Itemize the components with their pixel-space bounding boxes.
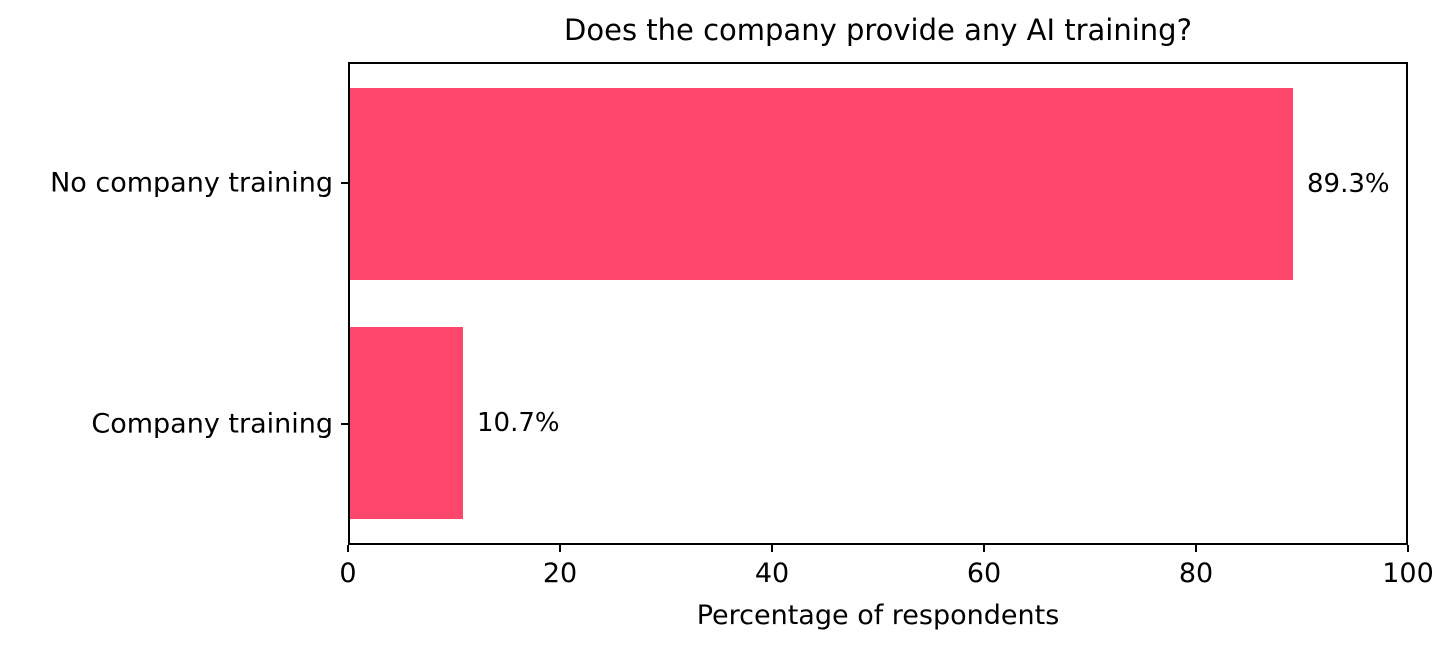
x-tick-label: 60 xyxy=(966,558,1002,589)
x-tick-label: 80 xyxy=(1178,558,1214,589)
bar xyxy=(350,87,1293,280)
bar xyxy=(350,327,463,520)
plot-area: 89.3% 10.7% xyxy=(348,62,1408,545)
y-tick-mark xyxy=(341,423,348,426)
x-tick-label: 20 xyxy=(542,558,578,589)
x-tick-mark xyxy=(1407,545,1409,552)
y-axis-category-label: Company training xyxy=(91,408,333,440)
x-tick-label: 40 xyxy=(754,558,790,589)
bar-value-label: 89.3% xyxy=(1307,168,1390,199)
bar-value-label: 10.7% xyxy=(476,408,560,439)
y-axis-category-label: No company training xyxy=(50,167,333,199)
x-tick-mark xyxy=(983,545,985,552)
x-tick-label: 100 xyxy=(1382,558,1434,589)
x-tick-label: 0 xyxy=(339,558,357,589)
x-axis-label: Percentage of respondents xyxy=(696,600,1060,631)
y-tick-mark xyxy=(341,181,348,184)
chart-title: Does the company provide any AI training… xyxy=(564,13,1192,47)
x-tick-mark xyxy=(559,545,561,552)
x-tick-mark xyxy=(771,545,773,552)
x-tick-mark xyxy=(347,545,349,552)
x-tick-mark xyxy=(1195,545,1197,552)
